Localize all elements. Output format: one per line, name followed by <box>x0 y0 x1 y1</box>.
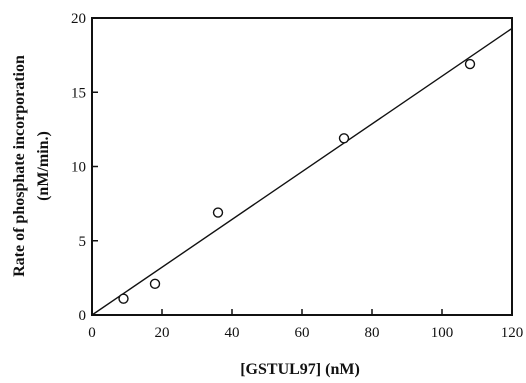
x-tick-label: 20 <box>155 325 170 341</box>
x-tick-label: 40 <box>225 325 240 341</box>
x-axis-ticks: 0 20 40 60 80 100 120 <box>88 309 523 341</box>
y-axis-title-line1: Rate of phosphate incorporation <box>11 55 28 277</box>
fit-line-group <box>91 27 513 316</box>
plot-frame <box>91 17 513 316</box>
y-tick-label: 0 <box>79 308 87 324</box>
plot-border <box>91 17 513 316</box>
y-tick-label: 5 <box>79 234 87 250</box>
data-point <box>464 58 476 70</box>
fit-line <box>91 27 513 316</box>
x-tick-label: 100 <box>431 325 454 341</box>
x-tick-label: 80 <box>365 325 380 341</box>
data-point <box>118 293 129 304</box>
y-axis-ticks: 0 5 10 15 20 <box>71 11 98 324</box>
y-tick-label: 10 <box>71 160 86 176</box>
x-tick-label: 0 <box>88 325 96 341</box>
y-tick-label: 20 <box>71 11 86 27</box>
data-points <box>118 58 476 304</box>
x-axis-title: [GSTUL97] (nM) <box>240 361 360 378</box>
data-point <box>212 207 224 218</box>
y-axis-title-line2: (nM/min.) <box>35 131 52 201</box>
data-point <box>338 133 350 144</box>
x-tick-label: 120 <box>501 325 524 341</box>
y-tick-label: 15 <box>71 85 86 101</box>
x-tick-label: 60 <box>295 325 310 341</box>
data-point <box>149 278 161 290</box>
